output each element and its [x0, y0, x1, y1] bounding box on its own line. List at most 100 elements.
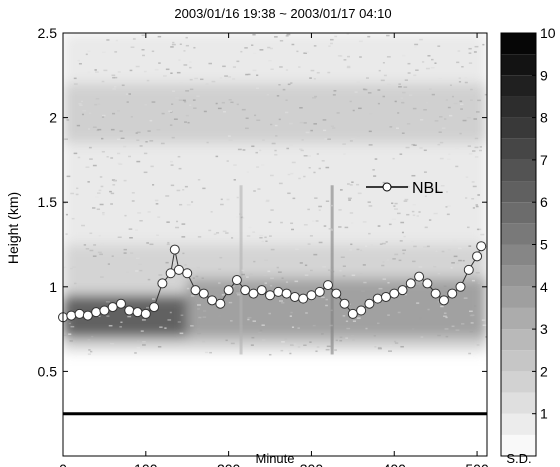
- heatmap-speck: [189, 61, 192, 63]
- heatmap-speck: [303, 344, 307, 347]
- heatmap-speck: [115, 39, 118, 42]
- heatmap-speck: [362, 221, 367, 223]
- heatmap-speck: [413, 74, 417, 77]
- nbl-point: [256, 285, 267, 296]
- heatmap-speck: [91, 335, 94, 338]
- heatmap-speck: [274, 149, 277, 152]
- heatmap-speck: [205, 83, 209, 85]
- heatmap-speck: [318, 241, 323, 244]
- heatmap-speck: [262, 139, 265, 141]
- heatmap-speck: [380, 79, 385, 82]
- heatmap-speck: [307, 155, 311, 157]
- heatmap-speck: [241, 108, 246, 111]
- heatmap-speck: [236, 103, 239, 106]
- nbl-point: [455, 281, 466, 292]
- heatmap-speck: [128, 93, 131, 95]
- heatmap-speck: [464, 77, 468, 79]
- x-tick-label: 100: [134, 461, 158, 467]
- heatmap-speck: [97, 103, 101, 105]
- heatmap-speck: [393, 205, 396, 207]
- heatmap-speck: [351, 138, 355, 140]
- heatmap-speck: [412, 203, 416, 206]
- heatmap-speck: [245, 117, 249, 120]
- heatmap-speck: [320, 296, 325, 299]
- heatmap-speck: [89, 350, 93, 353]
- heatmap-speck: [447, 304, 450, 306]
- heatmap-speck: [270, 174, 274, 177]
- heatmap-speck: [152, 184, 155, 186]
- heatmap-speck: [479, 146, 482, 148]
- colorbar-cell: [501, 413, 536, 435]
- heatmap-speck: [419, 317, 422, 320]
- heatmap-speck: [202, 187, 206, 190]
- heatmap-speck: [467, 145, 471, 147]
- heatmap-speck: [269, 47, 273, 50]
- heatmap-speck: [155, 203, 159, 205]
- heatmap-speck: [313, 78, 316, 80]
- heatmap-speck: [377, 347, 382, 350]
- heatmap-band-2: [63, 83, 487, 143]
- heatmap-speck: [339, 55, 343, 57]
- heatmap-speck: [456, 61, 460, 64]
- nbl-point: [165, 268, 176, 279]
- heatmap-speck: [368, 144, 373, 146]
- colorbar-cell: [501, 117, 536, 139]
- heatmap-speck: [123, 145, 127, 148]
- heatmap-speck: [318, 205, 322, 208]
- heatmap-speck: [267, 46, 271, 49]
- heatmap-speck: [477, 99, 481, 102]
- heatmap-speck: [328, 45, 331, 47]
- heatmap-speck: [342, 265, 346, 267]
- heatmap-speck: [349, 212, 354, 214]
- heatmap-speck: [388, 223, 392, 226]
- heatmap-speck: [439, 157, 444, 160]
- heatmap-speck: [468, 47, 472, 50]
- heatmap-speck: [287, 243, 290, 246]
- heatmap-speck: [469, 314, 474, 317]
- heatmap-speck: [98, 189, 102, 192]
- heatmap-speck: [313, 253, 318, 256]
- heatmap-speck: [269, 235, 272, 237]
- heatmap-speck: [330, 125, 334, 128]
- heatmap-speck: [197, 179, 201, 181]
- heatmap-speck: [290, 311, 293, 314]
- heatmap-speck: [395, 127, 399, 130]
- heatmap-speck: [147, 211, 151, 213]
- heatmap-speck: [255, 151, 258, 154]
- heatmap-speck: [351, 181, 354, 183]
- heatmap-speck: [332, 127, 336, 129]
- heatmap-speck: [189, 78, 193, 81]
- heatmap-speck: [140, 330, 144, 332]
- heatmap-speck: [291, 161, 296, 164]
- heatmap-speck: [117, 236, 122, 239]
- heatmap-speck: [247, 73, 251, 76]
- nbl-point: [339, 298, 350, 309]
- heatmap-speck: [137, 340, 140, 343]
- heatmap-speck: [278, 182, 283, 185]
- heatmap-speck: [421, 61, 425, 63]
- heatmap-speck: [397, 112, 400, 114]
- heatmap-speck: [344, 226, 349, 229]
- heatmap-speck: [476, 228, 480, 231]
- colorbar-tick-label: 10: [540, 25, 556, 41]
- heatmap-speck: [65, 213, 68, 216]
- heatmap-speck: [98, 234, 101, 237]
- heatmap-speck: [149, 243, 154, 246]
- heatmap-speck: [337, 55, 342, 57]
- heatmap-speck: [323, 225, 327, 227]
- heatmap-speck: [282, 88, 286, 91]
- heatmap-speck: [270, 248, 275, 251]
- heatmap-speck: [230, 320, 233, 322]
- heatmap-speck: [351, 274, 356, 277]
- nbl-point: [265, 290, 276, 301]
- heatmap-speck: [101, 116, 105, 118]
- heatmap-speck: [303, 52, 307, 54]
- heatmap-speck: [411, 143, 415, 146]
- heatmap-speck: [406, 213, 410, 216]
- heatmap-speck: [215, 155, 219, 158]
- heatmap-speck: [182, 252, 185, 255]
- heatmap-speck: [143, 171, 148, 174]
- heatmap-speck: [172, 41, 175, 44]
- heatmap-speck: [299, 148, 303, 150]
- nbl-point: [223, 285, 234, 296]
